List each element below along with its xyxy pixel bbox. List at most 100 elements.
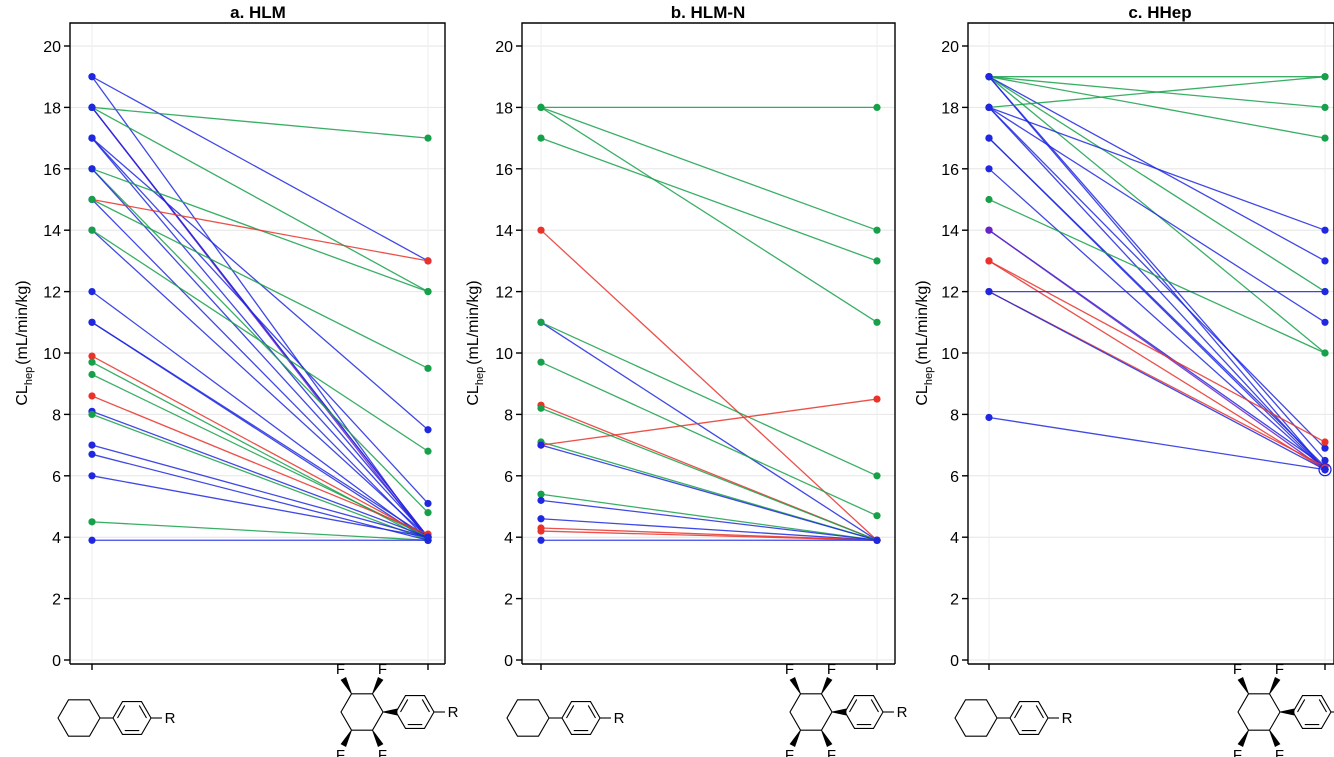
series-line [540,106,878,323]
wedge-bond [1269,729,1281,747]
wedge-bond [821,677,833,695]
data-point [424,447,432,455]
series-line [91,76,429,541]
atom-label: F [336,747,345,757]
series-line [91,137,429,538]
series-line [91,410,429,538]
data-point [424,499,432,508]
atom-label: R [1062,710,1073,727]
wedge-bond [1237,729,1249,747]
data-point [537,103,545,111]
double-bond [117,705,126,719]
y-axis-label: CLhep (mL/min/kg) [14,280,35,405]
data-point [424,257,432,265]
data-point [873,536,881,544]
panel-title: b. HLM-N [671,3,746,22]
chart-panel-1: 0 2 4 6 8 10 12 14 16 18 20 a. HLM CLhep (mL/min/kg) R… [14,3,459,757]
y-axis-label: CLhep (mL/min/kg) [914,280,935,405]
series-line [91,475,429,538]
data-point [873,512,881,520]
atom-label: F [785,747,794,757]
y-tick-label: 12 [941,285,959,302]
y-axis-label-unit: (mL/min/kg) [14,280,31,364]
data-point [88,288,96,296]
atom-label: F [1233,661,1242,678]
data-point [88,441,96,449]
wedge-bond [1279,708,1295,716]
series-line [91,198,429,369]
cyclohexane-ring [1237,693,1281,731]
y-axis-label-sub: hep [474,367,486,385]
series-line [91,521,429,541]
data-point [1321,349,1329,357]
y-tick-label: 4 [950,530,959,547]
data-point [1321,438,1329,446]
wedge-bond [382,708,398,716]
data-point [873,472,881,480]
series-lines [540,106,878,541]
atom-label: F [785,661,794,678]
y-tick-label: 14 [495,223,513,240]
data-point [985,134,993,142]
data-point [873,318,881,326]
series-line [540,398,878,446]
y-tick-label: 10 [495,346,513,363]
data-point [985,226,993,234]
benzene-ring [844,694,884,730]
y-tick-label: 14 [941,223,959,240]
double-bond [400,699,409,713]
wedge-bond [821,729,833,747]
y-axis-label-sub: hep [23,367,35,385]
double-bond [587,705,596,719]
y-tick-label: 0 [52,653,61,670]
y-tick-label: 10 [941,346,959,363]
atom-label: R [614,710,625,727]
data-point [873,395,881,403]
benzene-ring [395,694,435,730]
y-tick-label: 2 [950,592,959,609]
atom-label: F [378,747,387,757]
series-line [540,106,878,231]
y-tick-label: 8 [950,407,959,424]
data-point [537,515,545,523]
data-point [424,134,432,142]
data-point [537,527,545,535]
series-line [988,260,1326,471]
series-line [91,106,429,538]
data-point [88,472,96,480]
double-bond [421,699,430,713]
data-point [88,518,96,526]
series-line [540,444,878,541]
y-tick-label: 14 [43,223,61,240]
data-point [985,103,993,111]
series-line [988,76,1326,461]
series-line [91,198,429,262]
series-line [988,106,1326,231]
data-point [88,226,96,234]
y-axis-label: CLhep (mL/min/kg) [465,280,486,405]
y-tick-label: 16 [941,162,959,179]
y-tick-label: 16 [43,162,61,179]
plot-frame [69,22,446,664]
data-point [1321,318,1329,326]
series-line [540,361,878,517]
data-point [537,404,545,412]
data-point [88,165,96,173]
series-line [988,229,1326,471]
structure-phenylcyclohexane: R [57,699,176,737]
atom-label: R [897,704,908,721]
data-point [88,195,96,204]
wedge-bond [340,729,352,747]
y-axis-label-main: CL [914,385,931,406]
wedge-bond [789,677,801,695]
highlight-ring [1318,463,1332,477]
data-point [1321,288,1329,296]
data-point [88,352,96,360]
y-tick-label: 6 [52,469,61,486]
y-tick-label: 20 [495,39,513,56]
y-tick-label: 12 [495,285,513,302]
data-point [537,358,545,366]
data-point [985,195,993,204]
